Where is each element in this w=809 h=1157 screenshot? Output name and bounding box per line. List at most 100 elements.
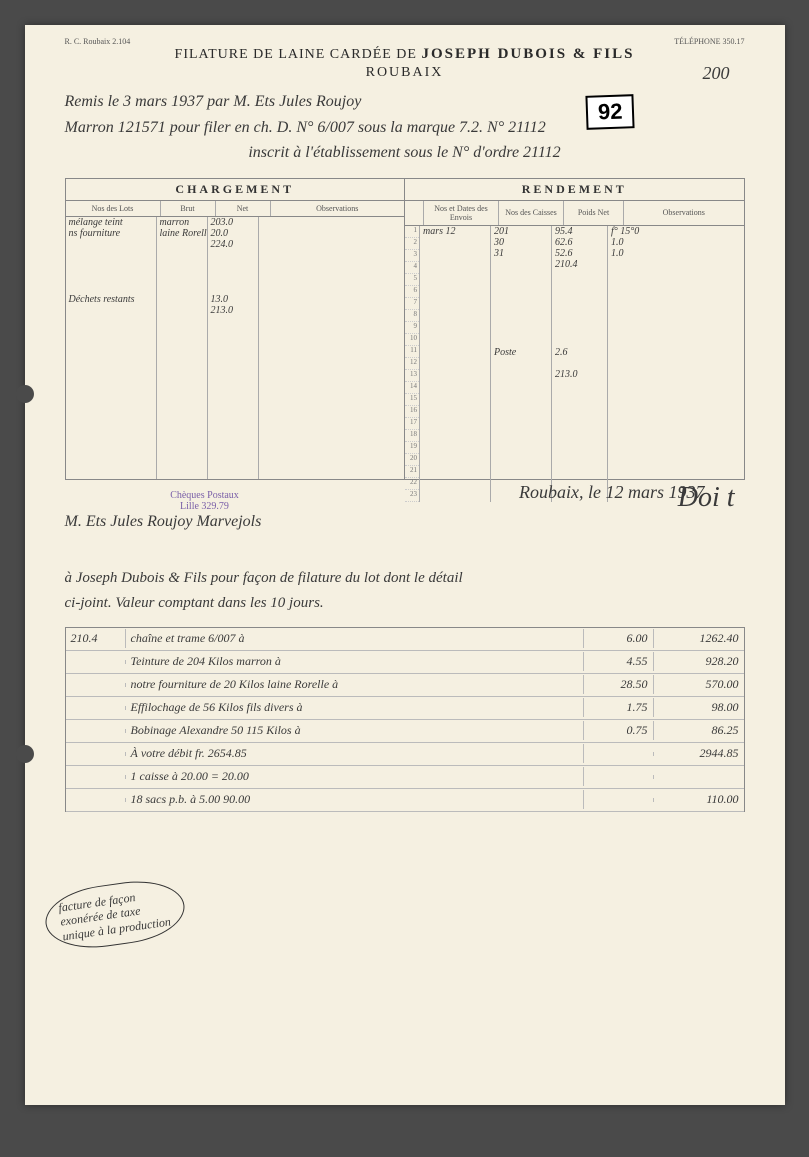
invoice-cell: Bobinage Alexandre 50 115 Kilos à (126, 721, 584, 740)
rendement-cell: Poste (491, 347, 551, 358)
rendement-cell (420, 424, 490, 435)
rendement-cell (491, 270, 551, 281)
binder-hole (16, 385, 34, 403)
invoice-cell: À votre débit fr. 2654.85 (126, 744, 584, 763)
invoice-row: Bobinage Alexandre 50 115 Kilos à0.7586.… (66, 720, 744, 743)
chargement-cell (259, 294, 405, 305)
row-number: 10 (405, 334, 419, 346)
chargement-cell (66, 283, 156, 294)
top-annotation: 200 (703, 63, 730, 84)
row-number: 17 (405, 418, 419, 430)
rendement-cell (420, 259, 490, 270)
invoice-cell: 928.20 (654, 652, 744, 671)
h-lots: Nos des Lots (66, 201, 161, 216)
chargement-cell: mélange teint (66, 217, 156, 228)
chargement-cell (259, 261, 405, 272)
body-l1: à Joseph Dubois & Fils pour façon de fil… (65, 566, 745, 592)
h-obs: Observations (271, 201, 405, 216)
row-number: 1 (405, 226, 419, 238)
invoice-cell: Teinture de 204 Kilos marron à (126, 652, 584, 671)
row-number: 13 (405, 370, 419, 382)
rendement-cell (608, 380, 744, 391)
row-number: 11 (405, 346, 419, 358)
chargement-cell: 213.0 (208, 305, 258, 316)
row-number: 3 (405, 250, 419, 262)
rendement-cell (420, 358, 490, 369)
invoice-cell (584, 775, 654, 779)
rendement-cell (552, 457, 607, 468)
invoice-cell (584, 798, 654, 802)
h-dates: Nos et Dates des Envois (424, 201, 499, 225)
row-number: 5 (405, 274, 419, 286)
rendement-cell (420, 457, 490, 468)
h-net: Net (216, 201, 271, 216)
rendement-cell (608, 369, 744, 380)
rendement-cell (552, 292, 607, 303)
invoice-cell: 2944.85 (654, 744, 744, 763)
rendement-cell (608, 413, 744, 424)
row-number: 16 (405, 406, 419, 418)
rendement-cell: 52.6 (552, 248, 607, 259)
chargement-cell (157, 239, 207, 250)
rendement-cell (491, 292, 551, 303)
rendement-cell: 95.4 (552, 226, 607, 237)
rendement-cell (491, 424, 551, 435)
rendement-cell: 31 (491, 248, 551, 259)
invoice-cell: 210.4 (66, 629, 126, 648)
rendement-cell (608, 292, 744, 303)
rendement-cell (608, 391, 744, 402)
invoice-cell (66, 729, 126, 733)
chargement-cell: laine Rorelle (157, 228, 207, 239)
rendement-cell (608, 468, 744, 479)
intro-block: Remis le 3 mars 1937 par M. Ets Jules Ro… (65, 89, 745, 166)
rendement-cell (552, 446, 607, 457)
chargement-cell (259, 217, 405, 228)
chargement-cell: ns fourniture (66, 228, 156, 239)
rendement-cell (608, 281, 744, 292)
invoice-cell (66, 798, 126, 802)
rendement-body: 1234567891011121314151617181920212223 ma… (405, 226, 744, 502)
rc-number: R. C. Roubaix 2.104 (65, 37, 131, 46)
rendement-cell (552, 468, 607, 479)
rendement-cell (491, 468, 551, 479)
invoice-cell: 86.25 (654, 721, 744, 740)
rendement-cell (608, 303, 744, 314)
invoice-row: 18 sacs p.b. à 5.00 90.00110.00 (66, 789, 744, 812)
invoice-row: notre fourniture de 20 Kilos laine Rorel… (66, 674, 744, 697)
rendement-cell (491, 380, 551, 391)
rendement-cell (491, 402, 551, 413)
rendement-cell (552, 336, 607, 347)
rendement-cell (491, 369, 551, 380)
chargement-cell: 224.0 (208, 239, 258, 250)
chargement-cell (66, 305, 156, 316)
invoice-cell: chaîne et trame 6/007 à (126, 629, 584, 648)
rendement-cell: 213.0 (552, 369, 607, 380)
invoice-cell: 110.00 (654, 790, 744, 809)
rendement-cell (608, 424, 744, 435)
row-number: 12 (405, 358, 419, 370)
invoice-cell (654, 775, 744, 779)
rendement-cell (491, 314, 551, 325)
h-obs2: Observations (624, 201, 744, 225)
chargement-cell (157, 283, 207, 294)
h-poids: Poids Net (564, 201, 624, 225)
rendement-cell (420, 325, 490, 336)
invoice-cell: 1262.40 (654, 629, 744, 648)
tables-wrapper: CHARGEMENT Nos des Lots Brut Net Observa… (65, 178, 745, 480)
rendement-cell (491, 303, 551, 314)
rendement-cell (608, 325, 744, 336)
invoice-cell (66, 660, 126, 664)
rendement-cell (491, 435, 551, 446)
rendement-cell: mars 12 (420, 226, 490, 237)
invoice-cell: Effilochage de 56 Kilos fils divers à (126, 698, 584, 717)
binder-hole (16, 745, 34, 763)
rendement-cell (491, 457, 551, 468)
chargement-cell (66, 272, 156, 283)
rendement-cell (608, 336, 744, 347)
rendement-title: RENDEMENT (405, 179, 744, 201)
title-strong: JOSEPH DUBOIS & FILS (421, 46, 634, 62)
document-page: 200 92 R. C. Roubaix 2.104 TÉLÉPHONE 350… (25, 25, 785, 1105)
invoice-cell: 1.75 (584, 698, 654, 717)
row-number: 15 (405, 394, 419, 406)
rendement-cell (608, 446, 744, 457)
